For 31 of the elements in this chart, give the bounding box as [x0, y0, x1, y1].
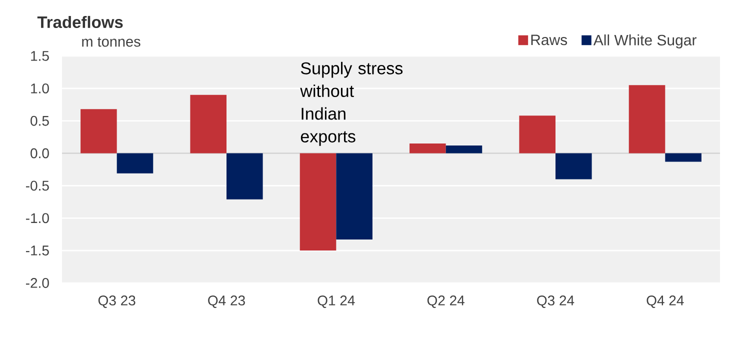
x-tick-label: Q4 23	[208, 296, 245, 308]
legend-label: All White Sugar	[593, 34, 696, 48]
y-tick-label: -1.5	[26, 246, 49, 256]
bar	[80, 109, 117, 154]
chart-title: Tradeflows	[37, 16, 123, 28]
y-tick-label: 1.5	[31, 51, 49, 61]
bar	[226, 153, 263, 200]
y-tick-label: 0.5	[30, 116, 49, 126]
bar	[519, 116, 556, 154]
annotation: Supply stress without Indian exports	[300, 62, 403, 146]
x-tick-label: Q4 24	[646, 296, 684, 308]
x-tick-label: Q1 24	[318, 296, 355, 308]
y-tick-label: -2.0	[26, 278, 49, 288]
x-tick-label: Q2 24	[427, 296, 464, 308]
y-axis-title: m tonnes	[82, 37, 140, 47]
bar	[665, 153, 702, 162]
bar	[446, 146, 482, 154]
legend-label: Raws	[531, 34, 568, 46]
x-tick-label: Q3 23	[98, 296, 136, 308]
bar	[300, 153, 336, 251]
bar	[628, 85, 666, 154]
bar	[116, 153, 154, 174]
bar	[336, 153, 372, 240]
bar	[190, 94, 227, 154]
bar	[555, 153, 592, 180]
y-tick-label: 0.0	[30, 148, 49, 158]
y-tick-label: 1.0	[31, 83, 49, 94]
y-tick-label: -0.5	[26, 180, 49, 191]
y-tick-label: -1.0	[26, 213, 49, 224]
x-tick-label: Q3 24	[537, 296, 574, 308]
bar	[410, 144, 446, 154]
